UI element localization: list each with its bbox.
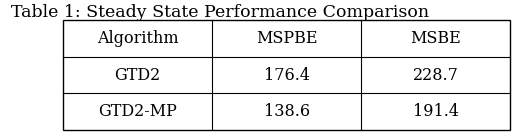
Text: GTD2: GTD2	[115, 67, 161, 83]
Text: MSBE: MSBE	[410, 30, 461, 47]
Text: Table 1: Steady State Performance Comparison: Table 1: Steady State Performance Compar…	[11, 4, 429, 21]
Text: Algorithm: Algorithm	[97, 30, 178, 47]
Text: 176.4: 176.4	[264, 67, 310, 83]
Text: 191.4: 191.4	[413, 103, 459, 120]
Text: GTD2-MP: GTD2-MP	[98, 103, 177, 120]
Text: 138.6: 138.6	[264, 103, 310, 120]
Text: MSPBE: MSPBE	[256, 30, 317, 47]
Bar	[63, 20, 510, 130]
Text: 228.7: 228.7	[413, 67, 459, 83]
